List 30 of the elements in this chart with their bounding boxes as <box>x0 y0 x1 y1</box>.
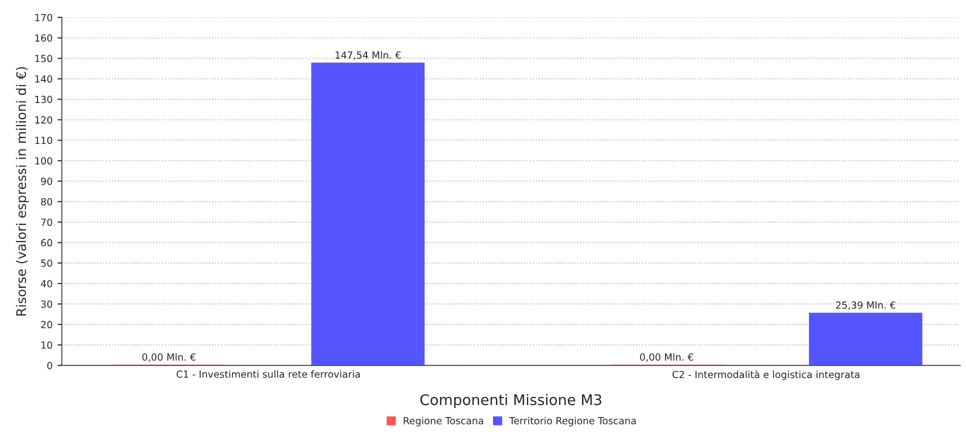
y-tick-label: 140 <box>35 75 52 83</box>
x-axis-title: Componenti Missione M3 <box>420 394 602 408</box>
bar <box>311 62 425 366</box>
y-tick-label: 30 <box>41 300 52 308</box>
y-tick-label: 50 <box>41 260 52 267</box>
data-label: 25,39 Mln. € <box>836 301 896 310</box>
y-tick-label: 150 <box>35 54 52 62</box>
y-axis-title: Risorse (valori espressi in milioni di €) <box>16 67 29 316</box>
y-tick-label: 120 <box>35 116 52 124</box>
y-tick-label: 170 <box>35 14 52 22</box>
y-tick-label: 70 <box>41 218 52 226</box>
y-tick-label: 60 <box>41 239 52 246</box>
x-tick-label: C1 - Investimenti sulla rete ferroviaria <box>176 370 360 378</box>
x-tick-label: C2 - Intermodalità e logistica integrata <box>672 370 860 380</box>
y-tick-label: 100 <box>35 157 52 165</box>
y-tick-label: 160 <box>35 34 52 42</box>
data-label: 147,54 Mln. € <box>336 51 401 60</box>
y-tick-label: 0 <box>47 362 52 370</box>
bar <box>808 312 922 366</box>
y-tick-label: 130 <box>35 96 52 104</box>
y-tick-label: 40 <box>40 280 52 288</box>
legend-label: Regione Toscana <box>404 416 484 426</box>
y-tick-label: 110 <box>35 136 52 144</box>
y-tick-label: 80 <box>41 198 52 206</box>
y-tick-label: 90 <box>41 178 52 185</box>
data-label: 0,00 Mln. € <box>640 353 694 362</box>
legend-label: Territorio Regione Toscana <box>509 416 636 426</box>
y-tick-label: 20 <box>41 320 52 328</box>
y-tick-label: 10 <box>41 341 52 349</box>
data-label: 0,00 Mln. € <box>142 353 196 362</box>
